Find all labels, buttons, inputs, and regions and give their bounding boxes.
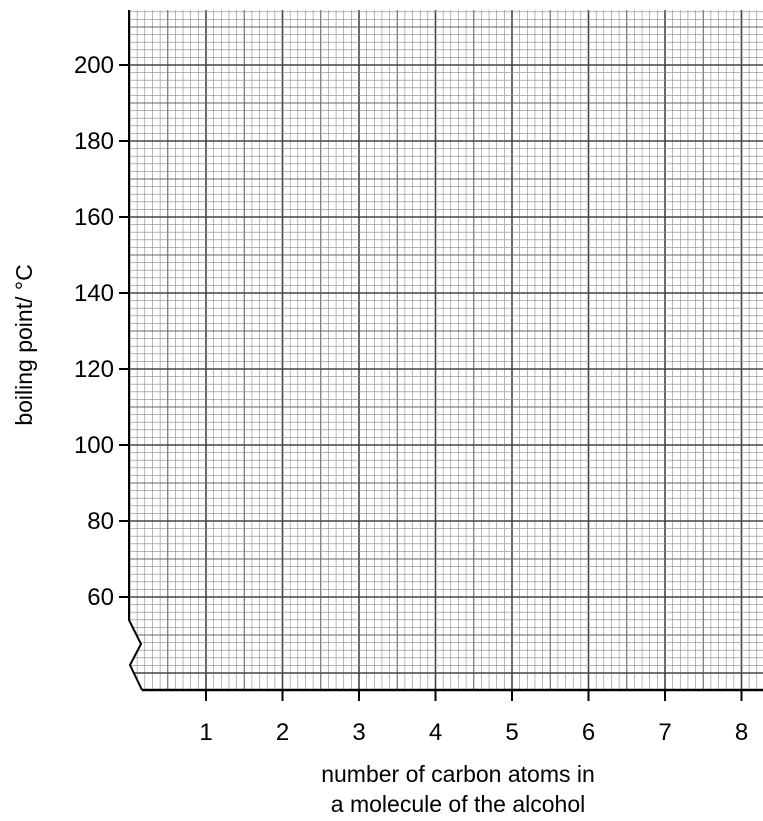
y-tick-label: 140	[74, 280, 114, 307]
x-tick-label: 2	[276, 719, 289, 746]
y-tick-label: 160	[74, 204, 114, 231]
y-tick-label: 80	[87, 508, 114, 535]
y-tick-label: 120	[74, 356, 114, 383]
x-tick-label: 6	[582, 719, 595, 746]
x-axis-label-line-1: number of carbon atoms in	[321, 761, 595, 787]
x-tick-label: 3	[352, 719, 365, 746]
y-tick-label: 180	[74, 128, 114, 155]
y-tick-label: 60	[87, 584, 114, 611]
x-tick-label: 1	[199, 719, 212, 746]
x-tick-label: 4	[429, 719, 442, 746]
y-tick-label: 200	[74, 52, 114, 79]
x-tick-label: 7	[658, 719, 671, 746]
x-axis-label-line-2: a molecule of the alcohol	[331, 791, 585, 817]
x-tick-label: 8	[735, 719, 748, 746]
x-tick-label: 5	[505, 719, 518, 746]
y-axis-label: boiling point/ °C	[11, 264, 37, 425]
graph-paper-grid	[129, 10, 763, 690]
axis-ticks: 60 80 100 120 140 160 180 200 1 2 3 4 5 6 7 8	[74, 52, 748, 746]
axes	[128, 10, 763, 692]
y-axis-line	[128, 10, 143, 691]
y-tick-label: 100	[74, 432, 114, 459]
